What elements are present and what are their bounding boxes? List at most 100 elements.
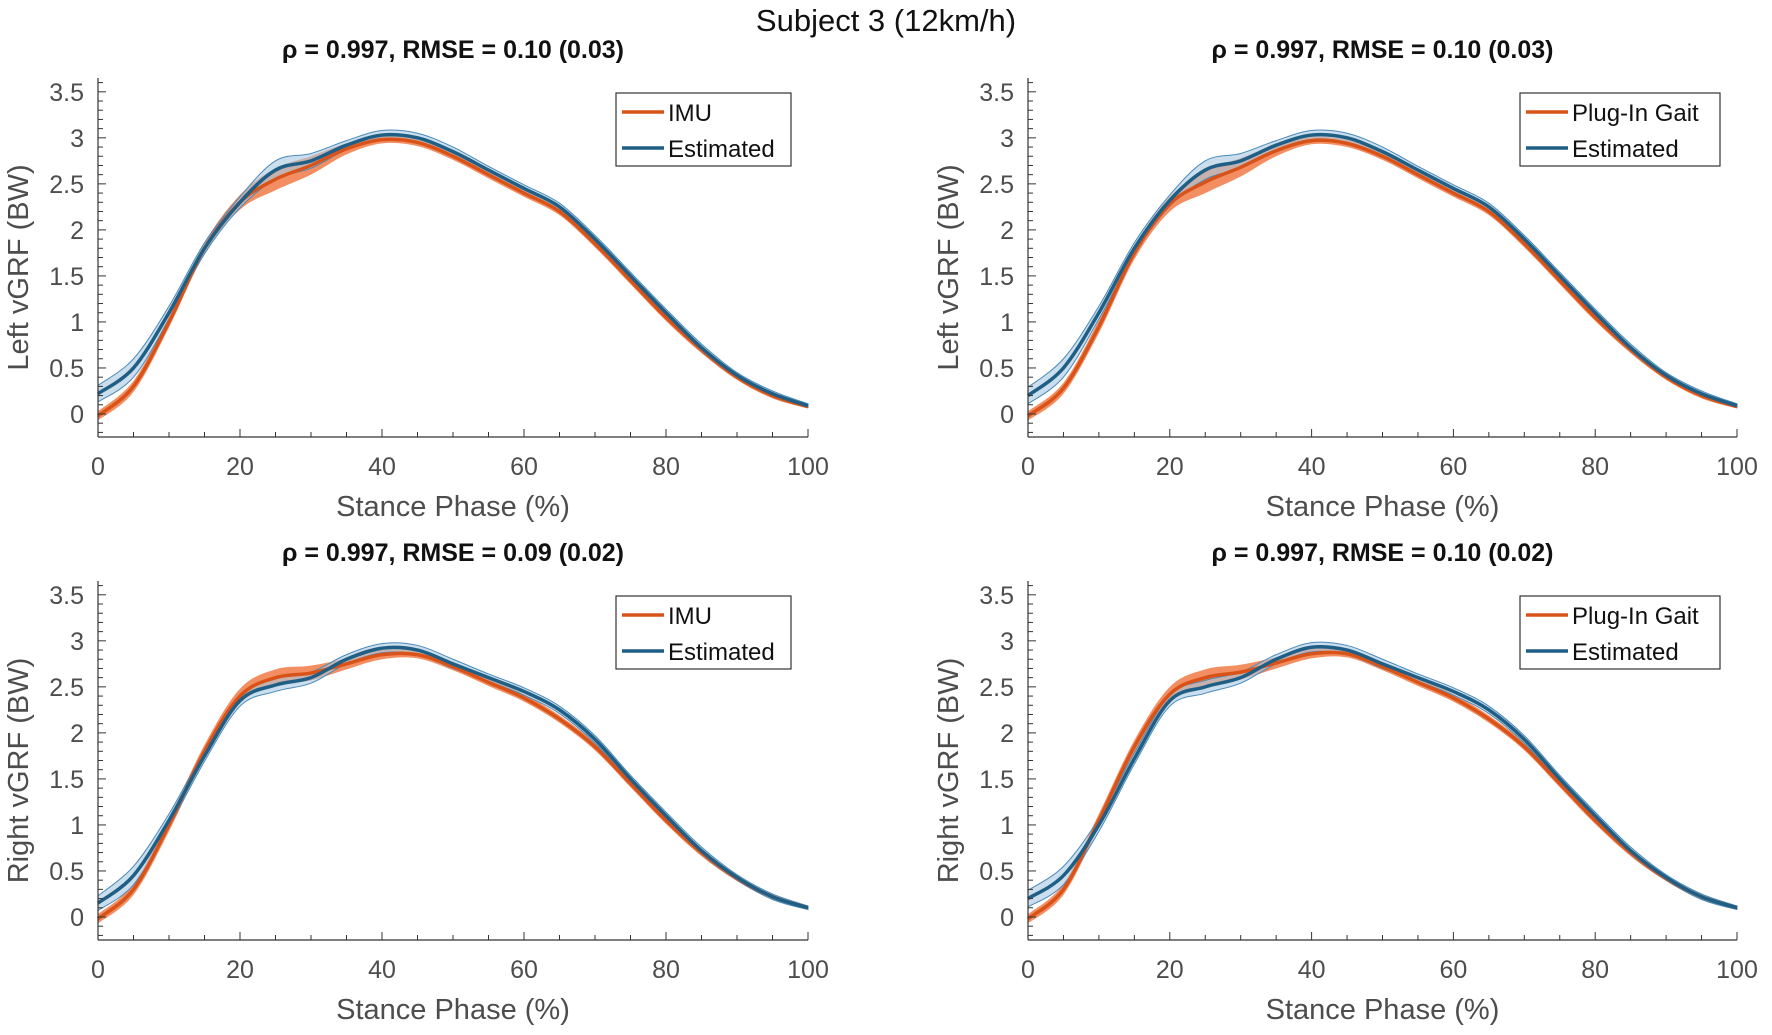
- sd-band-plug-in-gait: [1028, 136, 1737, 421]
- y-tick-label: 3: [1000, 125, 1014, 153]
- legend-box: [615, 92, 792, 167]
- x-tick-label: 80: [1581, 956, 1609, 984]
- x-axis-label: Stance Phase (%): [336, 491, 570, 523]
- x-tick-label: 0: [1021, 453, 1035, 481]
- y-tick-label: 2: [1000, 720, 1014, 748]
- y-tick-label: 0.5: [49, 858, 84, 886]
- legend-label: Estimated: [1572, 136, 1679, 163]
- legend-box: [1519, 595, 1721, 670]
- legend-box: [1519, 92, 1721, 167]
- y-tick-label: 3.5: [49, 79, 84, 107]
- legend-label: IMU: [668, 100, 712, 127]
- y-tick-label: 1.5: [979, 263, 1014, 291]
- x-tick-label: 20: [1156, 453, 1184, 481]
- legend-label: Estimated: [668, 136, 775, 163]
- sd-band-estimated: [1027, 129, 1738, 409]
- legend-label: Plug-In Gait: [1572, 603, 1699, 630]
- y-tick-label: 3.5: [979, 79, 1014, 107]
- legend-label: Plug-In Gait: [1572, 100, 1699, 127]
- x-tick-label: 20: [1156, 956, 1184, 984]
- x-tick-label: 20: [226, 453, 254, 481]
- x-tick-label: 80: [652, 453, 680, 481]
- x-tick-label: 0: [1021, 956, 1035, 984]
- y-tick-label: 0.5: [49, 355, 84, 383]
- x-tick-label: 40: [1298, 453, 1326, 481]
- subplot-title: ρ = 0.997, RMSE = 0.09 (0.02): [282, 539, 624, 567]
- mean-line-estimated: [96, 645, 809, 910]
- x-tick-label: 60: [510, 956, 538, 984]
- x-tick-label: 20: [226, 956, 254, 984]
- x-tick-label: 0: [91, 453, 105, 481]
- x-tick-label: 100: [787, 453, 829, 481]
- y-tick-label: 1.5: [979, 766, 1014, 794]
- legend-label: IMU: [668, 603, 712, 630]
- y-tick-label: 1.5: [49, 263, 84, 291]
- x-tick-label: 100: [787, 956, 829, 984]
- x-tick-label: 0: [91, 956, 105, 984]
- mean-line-estimated: [1026, 132, 1738, 408]
- x-tick-label: 100: [1716, 956, 1758, 984]
- subplot-1: ρ = 0.997, RMSE = 0.10 (0.03)0 20 40 60 80 10…: [3, 36, 829, 523]
- y-axis-label: Left vGRF (BW): [3, 164, 35, 370]
- legend: IMU Estimated: [615, 595, 792, 670]
- x-tick-label: 100: [1716, 453, 1758, 481]
- y-tick-label: 2.5: [49, 171, 84, 199]
- y-tick-label: 0: [70, 401, 84, 429]
- mean-line-plug-in-gait: [1026, 138, 1738, 418]
- legend-label: Estimated: [1572, 639, 1679, 666]
- y-tick-label: 0: [1000, 401, 1014, 429]
- legend-label: Estimated: [668, 639, 775, 666]
- subplot-4: ρ = 0.997, RMSE = 0.10 (0.02)0 20 40 60 80 10…: [933, 539, 1758, 1026]
- x-tick-label: 40: [1298, 956, 1326, 984]
- subplot-3: ρ = 0.997, RMSE = 0.09 (0.02)0 20 40 60 80 10…: [3, 539, 829, 1026]
- mean-line-imu: [96, 651, 809, 921]
- sd-band-estimated: [97, 129, 809, 409]
- x-axis-label: Stance Phase (%): [336, 994, 570, 1026]
- y-tick-label: 0.5: [979, 858, 1014, 886]
- x-tick-label: 40: [368, 453, 396, 481]
- legend: IMU Estimated: [615, 92, 792, 167]
- y-tick-label: 2.5: [49, 674, 84, 702]
- mean-line-estimated: [96, 132, 809, 408]
- sd-band-imu: [98, 649, 808, 924]
- sd-band-estimated: [97, 642, 809, 912]
- x-tick-label: 60: [1439, 453, 1467, 481]
- x-tick-label: 80: [1581, 453, 1609, 481]
- mean-line-estimated: [1027, 644, 1738, 910]
- subplot-2: ρ = 0.997, RMSE = 0.10 (0.03)0 20 40 60 80 10…: [933, 36, 1758, 523]
- legend-box: [615, 595, 792, 670]
- y-tick-label: 2: [70, 720, 84, 748]
- y-tick-label: 3.5: [49, 582, 84, 610]
- y-tick-label: 3: [1000, 628, 1014, 656]
- sd-band-plug-in-gait: [1028, 648, 1737, 924]
- y-tick-label: 1: [70, 812, 84, 840]
- x-tick-label: 60: [510, 453, 538, 481]
- mean-line-imu: [96, 137, 809, 418]
- y-tick-label: 2: [1000, 217, 1014, 245]
- mean-line-plug-in-gait: [1026, 650, 1738, 921]
- legend: Plug-In Gait Estimated: [1519, 92, 1721, 167]
- y-axis-label: Left vGRF (BW): [933, 164, 965, 370]
- y-tick-label: 3: [70, 125, 84, 153]
- x-tick-label: 40: [368, 956, 396, 984]
- sd-band-imu: [98, 135, 808, 421]
- x-axis-label: Stance Phase (%): [1266, 994, 1500, 1026]
- y-tick-label: 0: [70, 904, 84, 932]
- y-tick-label: 1: [1000, 812, 1014, 840]
- subplot-title: ρ = 0.997, RMSE = 0.10 (0.03): [282, 36, 624, 64]
- y-tick-label: 1.5: [49, 766, 84, 794]
- x-tick-label: 80: [652, 956, 680, 984]
- y-axis-label: Right vGRF (BW): [3, 658, 35, 884]
- subplot-title: ρ = 0.997, RMSE = 0.10 (0.02): [1211, 539, 1553, 567]
- y-tick-label: 2.5: [979, 674, 1014, 702]
- x-tick-label: 60: [1439, 956, 1467, 984]
- y-tick-label: 2: [70, 217, 84, 245]
- subplot-title: ρ = 0.997, RMSE = 0.10 (0.03): [1211, 36, 1553, 64]
- legend: Plug-In Gait Estimated: [1519, 595, 1721, 670]
- y-tick-label: 3.5: [979, 582, 1014, 610]
- sd-band-estimated: [1027, 641, 1738, 911]
- y-tick-label: 3: [70, 628, 84, 656]
- figure-title: Subject 3 (12km/h): [756, 3, 1016, 38]
- y-tick-label: 0: [1000, 904, 1014, 932]
